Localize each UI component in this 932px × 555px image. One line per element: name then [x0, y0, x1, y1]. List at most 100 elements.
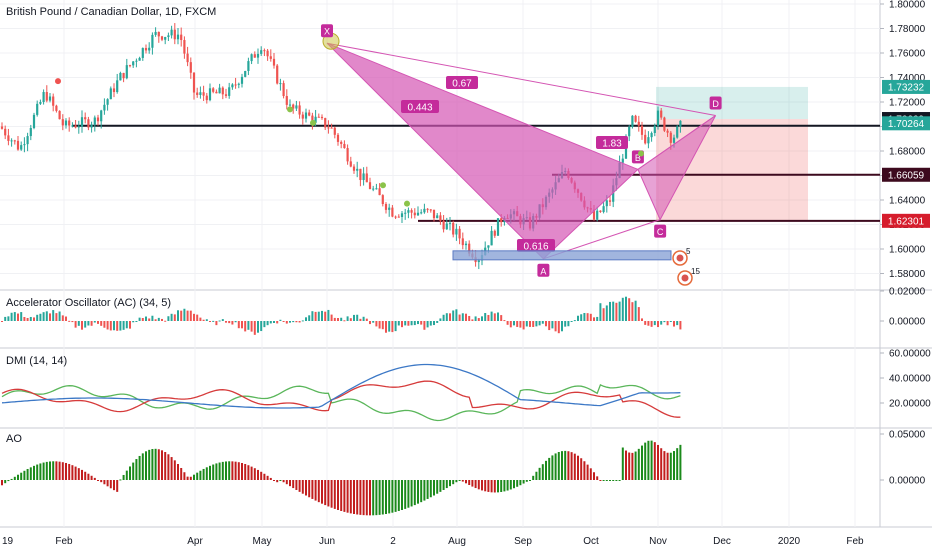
ao-bar [356, 480, 359, 515]
ao-bar [612, 480, 615, 481]
ac-bar [465, 313, 467, 321]
ac-bar [247, 321, 250, 330]
marker-dot [310, 119, 316, 126]
ao-bar [266, 475, 269, 480]
ao-bar [365, 480, 368, 516]
candle-body [477, 260, 480, 263]
candle-body [596, 210, 599, 220]
ao-bar [177, 463, 179, 480]
ac-bar [45, 311, 48, 321]
ao-pane-title: AO [6, 433, 22, 445]
ao-bar [404, 480, 407, 509]
ao-bar [298, 480, 301, 492]
ac-bar [109, 321, 112, 331]
candle-body [669, 132, 672, 143]
candle-body [192, 72, 196, 93]
ao-bar [132, 462, 135, 480]
ac-bar [26, 317, 29, 321]
ac-bar [97, 321, 99, 324]
candle-body [416, 212, 420, 216]
ac-bar [634, 300, 637, 321]
candle-body [176, 34, 180, 40]
ao-bar [161, 450, 163, 480]
ac-bar [327, 309, 330, 321]
ac-bar [93, 321, 96, 323]
candle-body [58, 110, 61, 120]
ao-bar [394, 480, 397, 512]
ac-bar [90, 321, 93, 326]
candle-body [292, 104, 295, 109]
candle-body [135, 60, 138, 62]
ao-bar [580, 458, 583, 480]
x-tick-label: 2 [390, 536, 396, 547]
ao-bar [359, 480, 362, 515]
ao-bar [369, 480, 371, 516]
ac-bar [343, 320, 346, 322]
ao-bar [385, 480, 387, 514]
ac-bar [250, 321, 253, 332]
ao-bar [452, 480, 455, 485]
candle-body [285, 96, 288, 105]
candle-body [122, 72, 125, 79]
candle-body [173, 29, 176, 40]
ac-bar [663, 321, 666, 323]
ac-bar [538, 321, 541, 326]
ao-bar [420, 480, 423, 503]
ac-bar [279, 319, 282, 321]
ac-bar [122, 321, 125, 330]
ac-bar [321, 310, 323, 321]
ao-bar [541, 464, 544, 480]
ac-bar [676, 321, 679, 326]
ac-bar [468, 315, 471, 321]
ao-bar [676, 448, 679, 480]
ao-bar [205, 467, 208, 480]
ac-bar [186, 310, 189, 321]
ac-bar [631, 302, 634, 321]
ao-bar [583, 461, 586, 480]
ao-bar [557, 452, 560, 480]
ac-bar [609, 301, 611, 321]
pattern-point-x [321, 24, 333, 38]
candle-body [404, 212, 407, 214]
candle-body [228, 87, 231, 96]
ac-bar [260, 321, 263, 332]
price-label-box [882, 167, 930, 182]
ac-bar [417, 321, 419, 325]
ac-bar [42, 312, 45, 321]
candle-body [599, 210, 602, 212]
ac-bar [29, 316, 32, 321]
ac-bar [234, 321, 237, 323]
candle-body [346, 148, 349, 162]
ac-bar [615, 302, 618, 321]
ao-bar [58, 461, 61, 480]
ac-bar [337, 318, 339, 321]
ao-bar [33, 465, 35, 480]
ac-bar [324, 311, 327, 321]
candle-body [388, 207, 391, 210]
x-tick-label: 19 [2, 536, 14, 547]
candle-body [240, 76, 244, 84]
ac-bar [215, 321, 218, 326]
ao-bar [567, 451, 570, 480]
ac-bar [541, 321, 544, 324]
candle-body [103, 104, 106, 111]
candle-body [608, 200, 612, 202]
candle-body [7, 135, 10, 141]
ao-bar [164, 452, 167, 480]
ac-bar [68, 320, 71, 322]
ac-bar [4, 316, 7, 321]
ac-bar [612, 301, 615, 321]
ao-bar [193, 474, 195, 480]
ao-bar [279, 480, 282, 481]
candle-body [317, 116, 320, 118]
ac-bar [202, 319, 205, 321]
candle-body [298, 105, 301, 115]
zone-rectangle [452, 250, 672, 261]
ao-bar [353, 480, 355, 514]
ao-bar [545, 460, 547, 480]
ac-bar [81, 321, 83, 330]
ao-bar [577, 455, 579, 480]
ac-bar [289, 321, 291, 323]
